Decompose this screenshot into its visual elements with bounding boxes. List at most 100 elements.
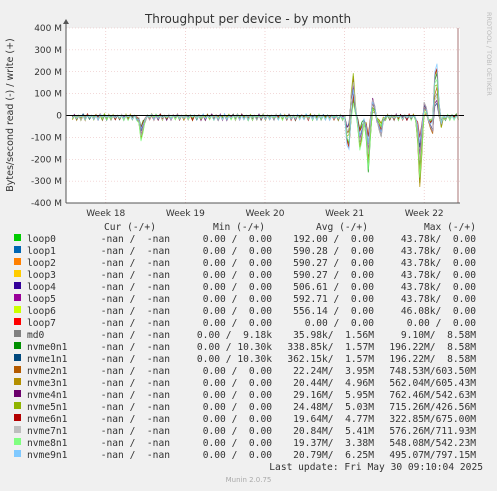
legend-avg-value: 20.44M/ 4.96M (293, 378, 374, 389)
legend-color-swatch (14, 234, 21, 241)
legend-avg-value: 20.84M/ 5.41M (293, 426, 374, 437)
legend-cur-value: -nan / -nan (100, 426, 170, 437)
legend-avg-value: 0.00 / 0.00 (304, 318, 374, 329)
legend-rows: loop0 -nan / -nan 0.00 / 0.00 192.00 / 0.00… (0, 234, 497, 462)
legend-cur-value: -nan / -nan (100, 450, 170, 461)
legend-min-value: 0.00 / 9.18k (196, 330, 272, 341)
legend-min-value: 0.00 / 10.30k (196, 354, 272, 365)
legend-max-value: 46.08k/ 0.00 (400, 306, 476, 317)
legend-series-name: nvme2n1 (27, 366, 68, 377)
legend-color-swatch (14, 330, 21, 337)
legend-series-name: nvme9n1 (27, 450, 68, 461)
legend-avg-value: 338.85k/ 1.57M (287, 342, 374, 353)
legend-row: nvme2n1 -nan / -nan 0.00 / 0.00 22.24M/ 3.9… (0, 366, 497, 378)
y-tick-label: 100 M (34, 90, 62, 100)
legend-max-value: 9.10M/ 8.58M (400, 330, 476, 341)
legend-cur-value: -nan / -nan (100, 294, 170, 305)
legend-min-value: 0.00 / 0.00 (202, 450, 272, 461)
legend-min-value: 0.00 / 0.00 (202, 318, 272, 329)
legend-cur-value: -nan / -nan (100, 318, 170, 329)
legend-color-swatch (14, 378, 21, 385)
y-tick-label: -200 M (31, 155, 62, 165)
legend-color-swatch (14, 414, 21, 421)
legend-color-swatch (14, 354, 21, 361)
legend-max-value: 576.26M/711.93M (389, 426, 476, 437)
legend-min-value: 0.00 / 0.00 (202, 282, 272, 293)
y-tick-label: 300 M (34, 46, 62, 56)
rrdtool-watermark: RRDTOOL / TOBI OETIKER (485, 12, 493, 96)
legend-avg-value: 29.16M/ 5.95M (293, 390, 374, 401)
legend-row: nvme1n1 -nan / -nan 0.00 / 10.30k 362.15k/ … (0, 354, 497, 366)
legend-series-name: loop1 (27, 246, 56, 257)
legend-cur-value: -nan / -nan (100, 378, 170, 389)
legend-color-swatch (14, 402, 21, 409)
legend-header-avg: Avg (-/+) (316, 222, 368, 233)
x-tick-label: Week 20 (245, 209, 284, 219)
legend-series-name: loop6 (27, 306, 56, 317)
legend-avg-value: 590.27 / 0.00 (293, 258, 374, 269)
legend-min-value: 0.00 / 0.00 (202, 390, 272, 401)
legend-max-value: 43.78k/ 0.00 (400, 294, 476, 305)
legend-color-swatch (14, 246, 21, 253)
legend-avg-value: 192.00 / 0.00 (293, 234, 374, 245)
legend-row: nvme5n1 -nan / -nan 0.00 / 0.00 24.48M/ 5.0… (0, 402, 497, 414)
legend-row: nvme4n1 -nan / -nan 0.00 / 0.00 29.16M/ 5.9… (0, 390, 497, 402)
legend-min-value: 0.00 / 0.00 (202, 234, 272, 245)
legend-max-value: 43.78k/ 0.00 (400, 246, 476, 257)
legend-row: nvme7n1 -nan / -nan 0.00 / 0.00 20.84M/ 5.4… (0, 426, 497, 438)
chart-title: Throughput per device - by month (144, 12, 351, 26)
legend: Cur (-/+) Min (-/+) Avg (-/+) Max (-/+) … (0, 222, 497, 462)
legend-avg-value: 20.79M/ 6.25M (293, 450, 374, 461)
legend-color-swatch (14, 318, 21, 325)
legend-cur-value: -nan / -nan (100, 306, 170, 317)
x-tick-label: Week 19 (166, 209, 205, 219)
series-layer (72, 63, 459, 188)
legend-row: md0 -nan / -nan 0.00 / 9.18k 35.98k/ 1.56M 9… (0, 330, 497, 342)
legend-series-name: nvme7n1 (27, 426, 68, 437)
legend-max-value: 562.04M/605.43M (389, 378, 476, 389)
y-tick-label: 0 (56, 112, 62, 122)
legend-row: nvme9n1 -nan / -nan 0.00 / 0.00 20.79M/ 6.2… (0, 450, 497, 462)
legend-avg-value: 556.14 / 0.00 (293, 306, 374, 317)
y-tick-label: -100 M (31, 133, 62, 143)
legend-min-value: 0.00 / 0.00 (202, 294, 272, 305)
legend-cur-value: -nan / -nan (100, 366, 170, 377)
legend-max-value: 322.85M/675.00M (389, 414, 476, 425)
legend-color-swatch (14, 282, 21, 289)
legend-cur-value: -nan / -nan (100, 270, 170, 281)
axis-layer: -400 M -300 M -200 M -100 M 0 100 M 200 M 300 M… (31, 19, 464, 219)
legend-row: nvme3n1 -nan / -nan 0.00 / 0.00 20.44M/ 4.9… (0, 378, 497, 390)
legend-series-name: loop2 (27, 258, 56, 269)
legend-row: loop5 -nan / -nan 0.00 / 0.00 592.71 / 0.00… (0, 294, 497, 306)
legend-min-value: 0.00 / 0.00 (202, 402, 272, 413)
legend-max-value: 43.78k/ 0.00 (400, 282, 476, 293)
legend-cur-value: -nan / -nan (100, 390, 170, 401)
legend-max-value: 196.22M/ 8.58M (389, 342, 476, 353)
legend-min-value: 0.00 / 0.00 (202, 378, 272, 389)
legend-max-value: 548.08M/542.23M (389, 438, 476, 449)
legend-avg-value: 590.27 / 0.00 (293, 270, 374, 281)
y-tick-label: 200 M (34, 68, 62, 78)
y-tick-label: -300 M (31, 177, 62, 187)
legend-avg-value: 590.28 / 0.00 (293, 246, 374, 257)
legend-max-value: 715.26M/426.56M (389, 402, 476, 413)
legend-row: nvme8n1 -nan / -nan 0.00 / 0.00 19.37M/ 3.3… (0, 438, 497, 450)
legend-color-swatch (14, 366, 21, 373)
legend-min-value: 0.00 / 10.30k (196, 342, 272, 353)
legend-max-value: 43.78k/ 0.00 (400, 234, 476, 245)
legend-avg-value: 22.24M/ 3.95M (293, 366, 374, 377)
legend-row: loop7 -nan / -nan 0.00 / 0.00 0.00 / 0.00 0.… (0, 318, 497, 330)
x-tick-label: Week 21 (325, 209, 364, 219)
legend-series-name: nvme0n1 (27, 342, 68, 353)
legend-cur-value: -nan / -nan (100, 258, 170, 269)
legend-header-cur: Cur (-/+) (104, 222, 156, 233)
legend-cur-value: -nan / -nan (100, 246, 170, 257)
throughput-chart: Throughput per device - by month Bytes/s… (5, 12, 493, 219)
legend-header-max: Max (-/+) (424, 222, 476, 233)
legend-max-value: 43.78k/ 0.00 (400, 270, 476, 281)
legend-color-swatch (14, 450, 21, 457)
legend-cur-value: -nan / -nan (100, 282, 170, 293)
legend-row: loop6 -nan / -nan 0.00 / 0.00 556.14 / 0.00… (0, 306, 497, 318)
legend-series-name: nvme8n1 (27, 438, 68, 449)
legend-series-name: nvme3n1 (27, 378, 68, 389)
